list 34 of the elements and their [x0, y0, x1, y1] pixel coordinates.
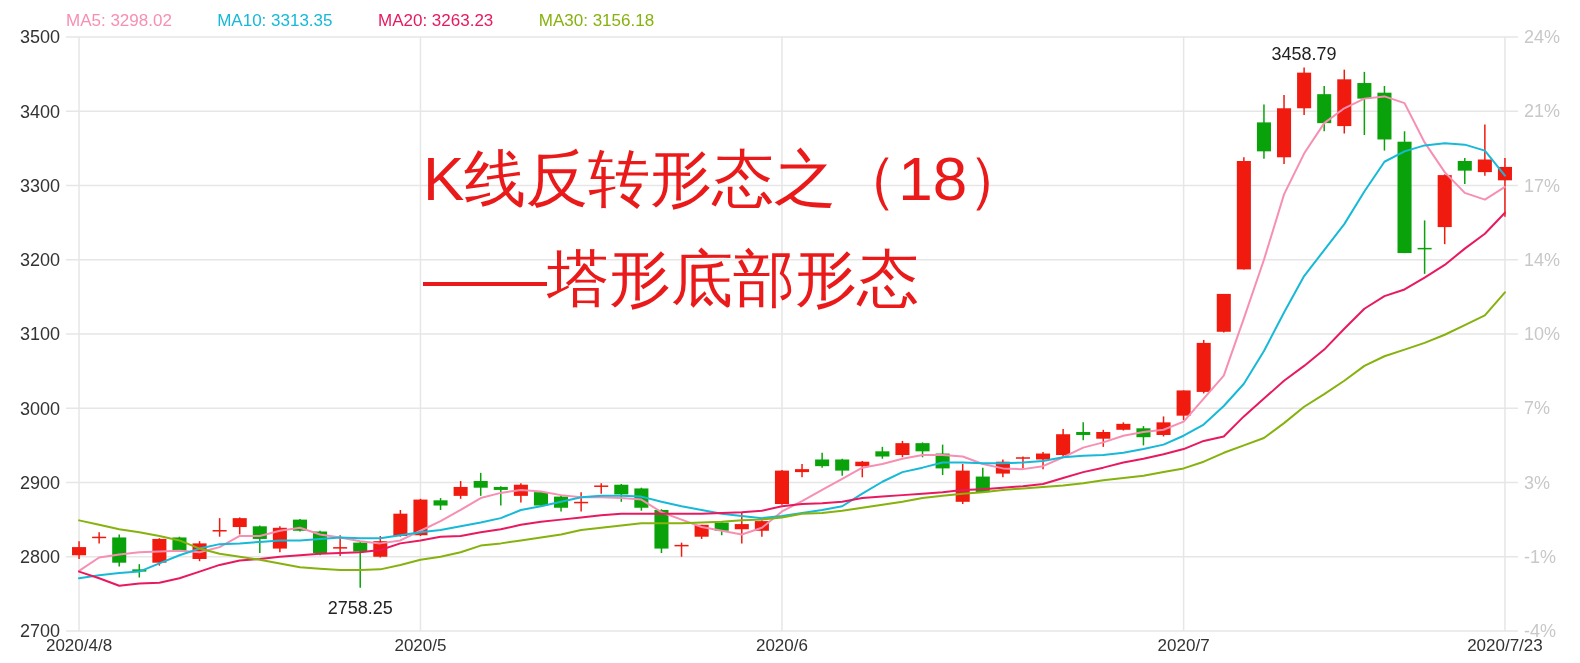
text: MA5: 3298.02 — [66, 11, 172, 30]
x-tick-label: 2020/7 — [1157, 636, 1210, 655]
annotation: 2758.25 — [327, 597, 393, 618]
line-series — [78, 211, 1506, 587]
y-tick-label: 3300 — [19, 175, 60, 196]
y-tick-label: 2800 — [19, 547, 60, 568]
x-tick-label: 2020/5 — [394, 636, 447, 655]
text: ——塔形底部形态 — [423, 244, 919, 313]
candlestick — [473, 472, 488, 497]
candlestick — [1477, 123, 1492, 177]
candlestick — [393, 509, 408, 538]
y-tick-label: 3400 — [19, 101, 60, 122]
candlestick — [212, 517, 227, 538]
candlestick — [1457, 157, 1472, 185]
y-tick-label: 3000 — [19, 398, 60, 419]
candlestick — [594, 482, 609, 495]
text: MA30: 3156.18 — [538, 11, 655, 30]
y-tick-label: 3200 — [19, 250, 60, 271]
candlestick — [1076, 421, 1091, 441]
text: MA20: 3263.23 — [378, 11, 494, 30]
x-tick-label: 2020/6 — [755, 636, 808, 655]
candlestick — [353, 541, 368, 589]
y-tick-label: 3500 — [19, 27, 60, 48]
candlestick — [493, 485, 508, 507]
y-tick-label: 3100 — [19, 324, 60, 345]
candlestick — [734, 512, 749, 545]
text: MA10: 3313.35 — [217, 11, 333, 30]
candlestick — [1056, 428, 1071, 459]
candlestick — [795, 463, 810, 479]
annotation: 3458.79 — [1271, 43, 1337, 64]
y-tick-label: 2900 — [19, 472, 60, 493]
text: K线反转形态之（18） — [423, 144, 1030, 213]
candlestick — [333, 534, 348, 557]
candlestick — [1357, 71, 1372, 136]
